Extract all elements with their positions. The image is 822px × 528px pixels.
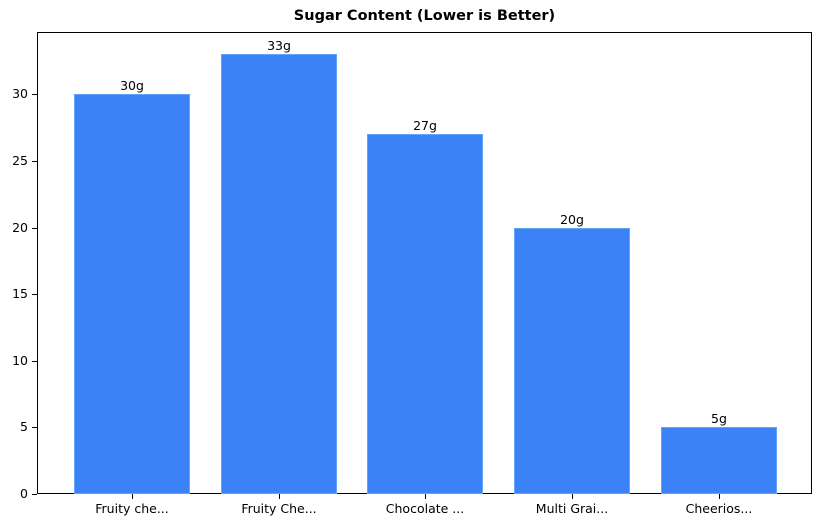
y-tick-label: 15 [12,286,28,302]
x-tick-label: Cheerios... [685,501,753,516]
bar-0 [74,94,190,494]
y-tick-label: 30 [12,86,28,102]
bar-3 [514,227,630,494]
bar-value-label: 20g [560,211,584,227]
y-tick [32,227,37,229]
bar-value-label: 5g [711,411,727,427]
y-tick-label: 0 [20,486,28,501]
y-tick-label: 10 [12,352,28,368]
chart-title: Sugar Content (Lower is Better) [293,8,556,24]
y-tick [32,94,37,96]
bar-4 [661,427,777,494]
bar-value-label: 30g [120,78,144,94]
x-tick [719,494,720,499]
x-tick [572,494,573,499]
y-tick-label: 20 [12,219,28,235]
x-tick [279,494,280,499]
bar-1 [221,54,337,494]
x-tick-label: Fruity Che... [241,501,317,516]
x-tick [132,494,133,499]
y-tick [32,427,37,429]
x-tick-label: Fruity che... [95,501,169,516]
y-tick [32,294,37,296]
x-tick-label: Chocolate ... [385,501,465,516]
y-tick [32,161,37,162]
bar-value-label: 27g [413,118,437,134]
x-tick [425,494,426,499]
y-tick [32,494,37,495]
bar-2 [367,134,483,494]
bar-value-label: 33g [267,38,291,54]
y-tick-label: 25 [12,153,28,168]
y-tick [32,360,37,362]
x-tick-label: Multi Grai... [535,501,609,516]
y-tick-label: 5 [20,419,28,435]
